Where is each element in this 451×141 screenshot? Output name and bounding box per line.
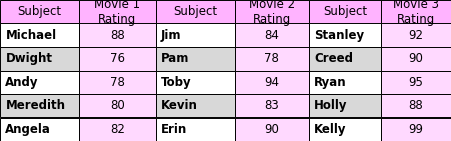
Text: 88: 88 — [110, 29, 124, 42]
Bar — [381, 117, 451, 141]
Bar — [381, 24, 451, 47]
Text: 94: 94 — [264, 76, 279, 89]
Text: Jim: Jim — [161, 29, 181, 42]
Bar — [156, 70, 235, 94]
Text: 78: 78 — [110, 76, 124, 89]
Bar — [79, 94, 156, 117]
Text: Andy: Andy — [5, 76, 39, 89]
Bar — [79, 24, 156, 47]
Bar — [381, 70, 451, 94]
Text: 80: 80 — [110, 99, 124, 112]
Bar — [79, 117, 156, 141]
Bar — [0, 24, 79, 47]
Text: 88: 88 — [409, 99, 423, 112]
Bar — [0, 117, 79, 141]
Text: 84: 84 — [264, 29, 279, 42]
Bar — [235, 70, 309, 94]
Text: Ryan: Ryan — [314, 76, 347, 89]
Bar — [309, 24, 381, 47]
Text: Movie 1
Rating: Movie 1 Rating — [94, 0, 140, 26]
Text: Subject: Subject — [173, 5, 217, 18]
Bar — [381, 47, 451, 70]
Bar — [79, 0, 156, 24]
Text: Pam: Pam — [161, 52, 189, 65]
Text: Holly: Holly — [314, 99, 348, 112]
Text: Movie 2
Rating: Movie 2 Rating — [249, 0, 295, 26]
Bar — [0, 0, 79, 24]
Bar — [309, 94, 381, 117]
Bar — [235, 117, 309, 141]
Text: 83: 83 — [264, 99, 279, 112]
Text: 76: 76 — [110, 52, 125, 65]
Bar — [156, 24, 235, 47]
Bar — [79, 70, 156, 94]
Text: Meredith: Meredith — [5, 99, 65, 112]
Text: Creed: Creed — [314, 52, 353, 65]
Text: 90: 90 — [264, 123, 279, 136]
Text: 90: 90 — [409, 52, 423, 65]
Text: Angela: Angela — [5, 123, 51, 136]
Bar — [381, 0, 451, 24]
Bar — [309, 70, 381, 94]
Bar — [309, 47, 381, 70]
Text: Kelly: Kelly — [314, 123, 347, 136]
Text: Michael: Michael — [5, 29, 56, 42]
Text: Erin: Erin — [161, 123, 187, 136]
Bar — [156, 94, 235, 117]
Bar — [0, 47, 79, 70]
Bar — [79, 47, 156, 70]
Text: Kevin: Kevin — [161, 99, 198, 112]
Bar — [309, 117, 381, 141]
Bar — [235, 24, 309, 47]
Text: Stanley: Stanley — [314, 29, 364, 42]
Bar — [156, 0, 235, 24]
Bar — [235, 47, 309, 70]
Text: Dwight: Dwight — [5, 52, 52, 65]
Text: Toby: Toby — [161, 76, 192, 89]
Bar — [0, 94, 79, 117]
Text: Movie 3
Rating: Movie 3 Rating — [393, 0, 439, 26]
Bar — [235, 0, 309, 24]
Text: 82: 82 — [110, 123, 124, 136]
Text: 92: 92 — [409, 29, 423, 42]
Bar — [309, 0, 381, 24]
Bar — [235, 94, 309, 117]
Text: Subject: Subject — [323, 5, 367, 18]
Text: 99: 99 — [409, 123, 423, 136]
Bar — [381, 94, 451, 117]
Bar — [0, 70, 79, 94]
Bar — [156, 47, 235, 70]
Bar — [156, 117, 235, 141]
Text: 95: 95 — [409, 76, 423, 89]
Text: Subject: Subject — [18, 5, 61, 18]
Text: 78: 78 — [264, 52, 279, 65]
